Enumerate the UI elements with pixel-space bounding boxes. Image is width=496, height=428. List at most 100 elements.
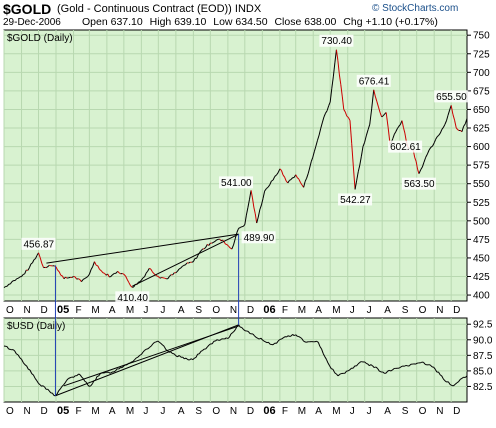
gold-price-segment: [442, 124, 446, 128]
usd-price-segment: [47, 388, 50, 392]
usd-month-label: A: [384, 406, 391, 417]
gold-price-segment: [433, 138, 437, 144]
usd-price-segment: [184, 357, 187, 360]
gold-price-segment: [369, 108, 373, 125]
usd-price-segment: [364, 361, 367, 364]
usd-price-segment: [300, 337, 303, 340]
gold-ytick-label: 750: [473, 31, 490, 42]
gold-ytick-label: 700: [473, 68, 490, 79]
gold-price-segment: [256, 216, 259, 224]
usd-price-segment: [159, 341, 162, 344]
gold-price-segment: [104, 272, 107, 276]
usd-price-segment: [139, 353, 142, 356]
usd-month-label: A: [178, 406, 185, 417]
usd-price-segment: [6, 346, 10, 350]
gold-price-segment: [414, 157, 417, 162]
gold-annotation-label: 542.27: [340, 195, 371, 206]
usd-price-segment: [423, 361, 426, 365]
usd-price-segment: [114, 368, 118, 372]
usd-price-segment: [206, 344, 210, 348]
gold-price-segment: [130, 285, 133, 288]
gold-annotation-label: 541.00: [221, 178, 252, 189]
usd-price-segment: [14, 350, 17, 355]
gold-price-segment: [420, 166, 423, 171]
usd-price-segment: [34, 378, 38, 381]
gold-month-label: S: [195, 305, 202, 316]
gold-price-segment: [28, 263, 32, 268]
gold-month-label: A: [315, 305, 322, 316]
usd-price-segment: [98, 373, 101, 377]
ohlc-readout: Open 637.10 High 639.10 Low 634.50 Close…: [82, 16, 438, 28]
gold-ytick-label: 425: [473, 272, 490, 283]
gold-price-segment: [95, 264, 99, 267]
gold-price-segment: [277, 168, 281, 173]
usd-price-segment: [425, 363, 428, 366]
gold-price-segment: [347, 117, 351, 121]
gold-ytick-label: 525: [473, 198, 490, 209]
usd-price-segment: [147, 346, 151, 350]
usd-month-label: D: [40, 406, 47, 417]
gold-price-segment: [30, 262, 33, 265]
gold-price-segment: [177, 268, 180, 272]
usd-price-segment: [458, 379, 461, 382]
usd-price-segment: [282, 336, 286, 339]
gold-price-segment: [438, 132, 441, 136]
usd-price-segment: [332, 369, 336, 374]
gold-price-segment: [123, 273, 126, 277]
usd-price-segment: [134, 357, 137, 361]
gold-price-segment: [298, 178, 301, 183]
gold-trendline: [46, 233, 239, 264]
gold-price-segment: [24, 269, 27, 274]
usd-price-segment: [202, 348, 205, 351]
usd-price-segment: [444, 380, 447, 383]
usd-price-segment: [121, 365, 125, 369]
gold-price-segment: [61, 275, 65, 279]
usd-price-segment: [228, 333, 232, 338]
gold-price-segment: [269, 180, 272, 186]
gold-price-segment: [321, 116, 325, 123]
usd-ytick-label: 87.5: [473, 351, 493, 362]
gold-price-segment: [208, 242, 211, 246]
usd-month-label: O: [212, 406, 220, 417]
usd-price-segment: [260, 337, 263, 341]
usd-price-segment: [254, 335, 257, 338]
usd-price-segment: [258, 337, 262, 340]
gold-price-segment: [360, 146, 364, 157]
gold-ytick-label: 600: [473, 142, 490, 153]
usd-price-segment: [162, 344, 165, 347]
usd-ytick-label: 90.0: [473, 335, 493, 346]
gold-price-segment: [373, 89, 376, 97]
gold-price-segment: [245, 207, 249, 216]
gold-price-segment: [239, 226, 242, 229]
gold-price-segment: [385, 112, 389, 128]
gold-price-segment: [248, 190, 252, 200]
usd-price-segment: [365, 362, 368, 365]
usd-price-segment: [392, 368, 395, 371]
gold-month-label: A: [384, 305, 391, 316]
gold-price-segment: [304, 177, 308, 182]
gold-month-label: N: [24, 305, 31, 316]
gold-price-segment: [82, 278, 85, 280]
gold-price-segment: [11, 280, 14, 283]
usd-price-segment: [84, 380, 87, 383]
usd-month-label: D: [453, 406, 460, 417]
usd-price-segment: [303, 340, 306, 343]
usd-price-segment: [453, 384, 456, 387]
usd-month-label: N: [436, 406, 443, 417]
usd-price-segment: [334, 372, 337, 375]
gold-price-segment: [244, 214, 247, 225]
gold-price-segment: [100, 270, 104, 274]
gold-price-segment: [265, 186, 269, 190]
usd-price-segment: [404, 364, 407, 367]
gold-price-segment: [395, 128, 398, 132]
usd-price-segment: [32, 374, 36, 379]
gold-price-segment: [46, 266, 49, 268]
gold-annotation-label: 456.87: [23, 239, 54, 250]
usd-price-segment: [359, 361, 362, 363]
usd-price-segment: [408, 363, 412, 367]
usd-price-segment: [24, 364, 27, 367]
gold-price-segment: [231, 244, 234, 250]
watermark: © StockCharts.com: [372, 3, 459, 14]
usd-price-segment: [142, 349, 146, 353]
gold-annotation-label: 410.40: [117, 293, 148, 304]
